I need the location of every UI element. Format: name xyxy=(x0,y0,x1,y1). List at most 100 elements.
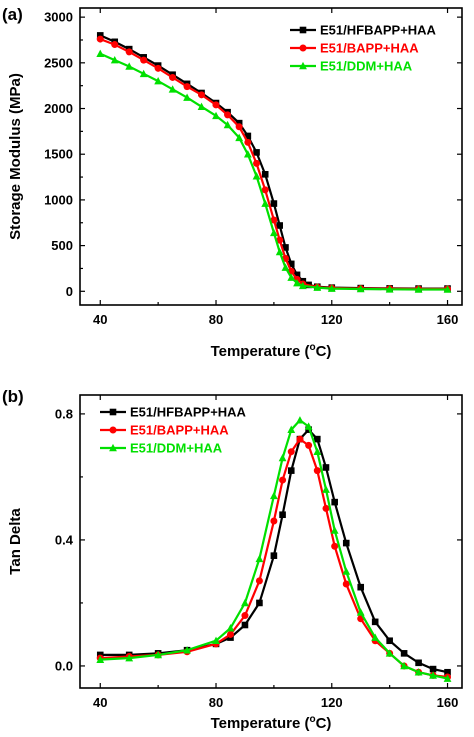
data-point xyxy=(125,48,133,56)
data-point xyxy=(276,236,284,244)
data-point xyxy=(183,83,191,91)
data-point xyxy=(331,498,338,506)
series-E51/DDM+HAA xyxy=(96,49,452,293)
plot-frame xyxy=(79,7,463,306)
data-point xyxy=(287,260,295,268)
plot-frame xyxy=(79,394,463,689)
data-point xyxy=(212,636,220,645)
data-point xyxy=(111,41,119,49)
x-axis-title: Temperature (oC) xyxy=(211,714,332,732)
y-axis-title: Storage Modulus (MPa) xyxy=(7,73,24,240)
data-point xyxy=(270,200,278,207)
panel-label: (a) xyxy=(2,5,23,24)
data-point xyxy=(429,665,437,673)
legend: E51/HFBAPP+HAA E51/BAPP+HAA E51/DDM+HAA xyxy=(100,405,247,456)
data-point xyxy=(241,621,249,629)
data-point xyxy=(342,567,351,575)
data-point xyxy=(296,435,304,443)
data-point xyxy=(287,273,296,281)
data-point xyxy=(110,55,119,64)
data-point xyxy=(241,598,249,607)
data-point xyxy=(400,661,409,670)
data-point xyxy=(322,464,330,471)
legend-swatch-marker xyxy=(299,26,307,34)
legend-swatch-marker xyxy=(299,61,307,70)
data-point xyxy=(96,32,104,39)
data-point xyxy=(212,101,220,109)
data-point xyxy=(261,186,269,194)
y-tick-label: 0 xyxy=(66,284,73,299)
data-point xyxy=(386,637,393,645)
data-point xyxy=(279,476,287,484)
data-point xyxy=(313,283,322,291)
x-tick-label: 160 xyxy=(437,312,459,327)
legend-label: E51/BAPP+HAA xyxy=(320,41,419,56)
data-point xyxy=(287,467,295,474)
data-point xyxy=(183,646,191,654)
data-point xyxy=(371,633,380,641)
data-point xyxy=(223,120,232,129)
data-point xyxy=(235,133,244,142)
x-tick-label: 40 xyxy=(93,695,107,710)
data-point xyxy=(125,653,134,662)
data-point xyxy=(293,278,301,287)
data-point xyxy=(282,244,289,251)
y-tick-label: 0.0 xyxy=(55,658,73,673)
legend-swatch-marker xyxy=(109,408,117,416)
data-point xyxy=(96,655,105,663)
data-point xyxy=(429,671,437,679)
data-point xyxy=(226,630,234,638)
y-tick-label: 0.4 xyxy=(55,532,74,547)
data-point xyxy=(313,447,322,456)
chart-panel-a: (a) 40 80 120 160 0 500 1000 1500 2000 2500 3000 Tem… xyxy=(2,5,463,360)
data-point xyxy=(235,119,243,127)
data-point xyxy=(305,441,313,449)
data-point xyxy=(278,453,287,462)
legend-label: E51/BAPP+HAA xyxy=(130,423,229,438)
data-point xyxy=(330,526,339,534)
data-point xyxy=(400,650,408,657)
data-point xyxy=(322,504,330,512)
data-point xyxy=(443,285,452,293)
chart-panel-b: (b) 40 80 120 160 0.0 0.4 0.8 Temperature (oC) Ta… xyxy=(2,387,463,732)
x-axis-title: Temperature (oC) xyxy=(211,342,332,360)
data-point xyxy=(371,618,379,626)
data-point xyxy=(244,132,252,140)
data-point xyxy=(296,416,304,424)
y-tick-label: 3000 xyxy=(44,10,73,25)
data-point xyxy=(385,649,394,657)
data-point xyxy=(255,577,263,585)
series-E51/DDM+HAA xyxy=(96,416,452,682)
data-point xyxy=(125,62,134,70)
data-point xyxy=(342,580,350,588)
data-point xyxy=(96,35,104,43)
data-point xyxy=(140,56,148,64)
data-point xyxy=(414,668,423,676)
data-point xyxy=(270,517,278,525)
data-point xyxy=(287,425,296,433)
x-tick-label: 120 xyxy=(321,695,343,710)
data-point xyxy=(287,448,295,456)
data-point xyxy=(342,539,350,547)
data-point xyxy=(276,222,283,229)
y-tick-label: 2000 xyxy=(44,101,73,116)
data-point xyxy=(279,511,286,519)
data-point xyxy=(256,599,263,607)
y-axis-title: Tan Delta xyxy=(7,508,24,575)
legend-swatch-marker xyxy=(299,44,307,52)
data-point xyxy=(261,199,270,207)
x-tick-label: 80 xyxy=(209,312,223,327)
data-point xyxy=(356,608,365,616)
data-point xyxy=(415,659,422,667)
legend-label: E51/DDM+HAA xyxy=(130,441,223,456)
data-point xyxy=(253,159,261,167)
data-point xyxy=(226,624,235,632)
x-tick-label: 40 xyxy=(93,312,107,327)
data-point xyxy=(357,583,365,591)
legend: E51/HFBAPP+HAA E51/BAPP+HAA E51/DDM+HAA xyxy=(290,23,437,74)
data-point xyxy=(356,284,365,293)
data-point xyxy=(154,64,162,72)
legend-swatch-marker xyxy=(109,443,117,452)
data-point xyxy=(255,554,264,563)
data-point xyxy=(275,247,284,256)
